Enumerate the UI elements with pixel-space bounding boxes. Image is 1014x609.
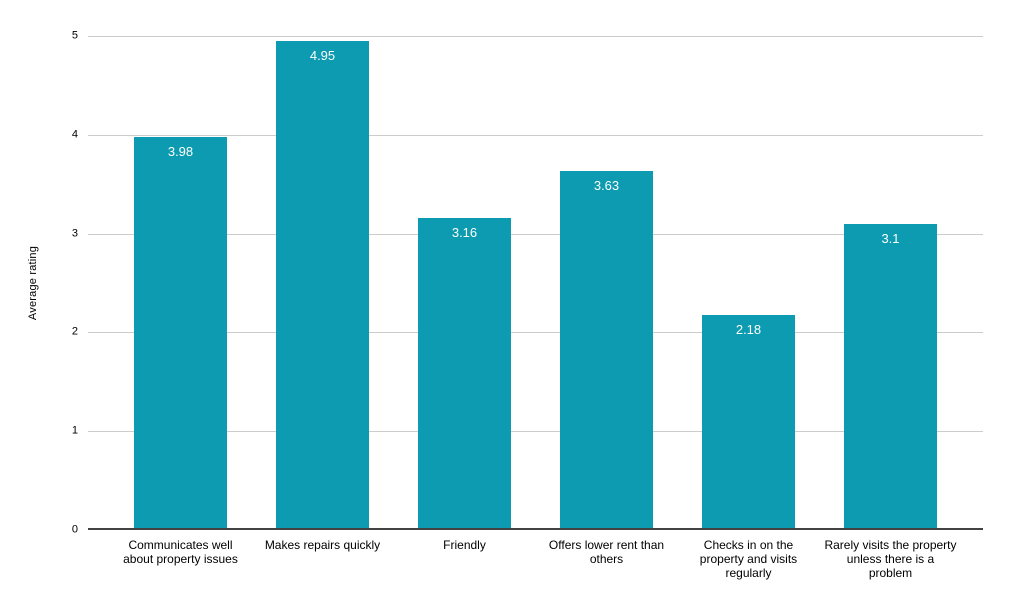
gridline — [88, 431, 983, 433]
bar-value-label: 3.98 — [167, 143, 194, 159]
bar-6: 3.1 — [844, 223, 937, 530]
y-axis-tick-label: 3 — [71, 227, 78, 240]
bar-3: 3.16 — [418, 217, 511, 530]
x-axis-category-label: Rarely visits the property unless there … — [824, 538, 957, 580]
bar-value-label: 2.18 — [735, 321, 762, 337]
bar-1: 3.98 — [134, 136, 227, 530]
bar-value-label: 3.1 — [881, 230, 900, 246]
y-axis-tick-label: 4 — [71, 128, 78, 141]
x-axis-category-label: Friendly — [443, 538, 486, 552]
plot-area: 0 1 2 3 4 5 3.98 Communicates well about proper… — [72, 30, 983, 580]
y-axis-tick-label: 2 — [71, 325, 78, 338]
bar-2: 4.95 — [276, 40, 369, 530]
x-axis-category-label: Communicates well about property issues — [123, 538, 238, 566]
y-axis-tick-label: 5 — [71, 29, 78, 42]
bar-value-label: 4.95 — [309, 47, 336, 63]
x-axis-category-label: Offers lower rent than others — [548, 538, 665, 566]
x-axis-category-label: Makes repairs quickly — [264, 538, 381, 552]
y-axis-title: Average rating — [27, 245, 39, 321]
x-axis-line — [88, 528, 983, 530]
gridline — [88, 134, 983, 136]
gridline — [88, 36, 983, 37]
bar-4: 3.63 — [560, 171, 653, 530]
bar-5: 2.18 — [702, 314, 795, 530]
y-axis-tick-label: 0 — [71, 523, 78, 536]
gridline — [88, 233, 983, 235]
y-axis-tick-label: 1 — [71, 424, 78, 437]
bar-value-label: 3.63 — [593, 178, 620, 194]
y-axis: Average rating — [0, 36, 66, 530]
gridline — [88, 332, 983, 334]
bar-value-label: 3.16 — [451, 224, 478, 240]
x-axis-category-label: Checks in on the property and visits reg… — [699, 538, 798, 580]
